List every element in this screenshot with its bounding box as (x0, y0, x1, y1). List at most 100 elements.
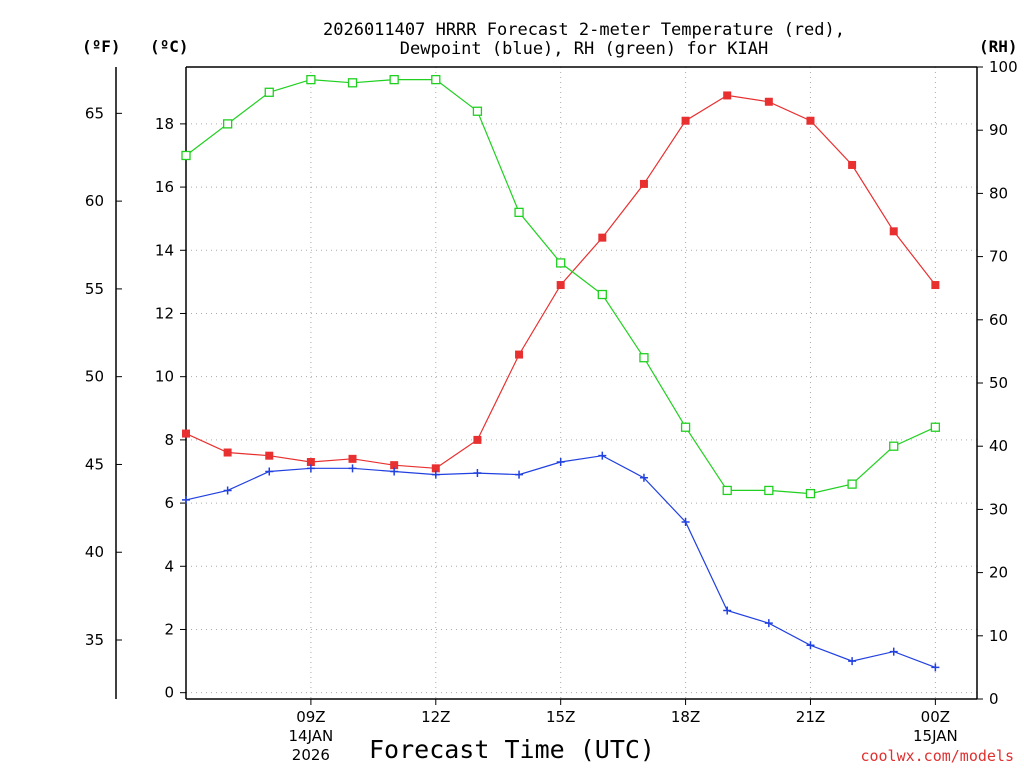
rh-point (597, 289, 607, 300)
rh-point (222, 119, 233, 129)
rh-point (514, 207, 524, 218)
celsius-tick-label: 16 (155, 178, 174, 196)
dewpoint-point (223, 486, 232, 495)
x-tick-date-label: 14JAN (289, 727, 334, 745)
dewpoint-point (681, 518, 690, 527)
axes: 0 2 4 6 8 10 12 14 16 18 35 40 45 50 55 60 65 0 10 20 30 40 50… (85, 58, 1018, 764)
chart-title-line2: Dewpoint (blue), RH (green) for KIAH (400, 39, 768, 59)
rh-tick-label: 30 (989, 500, 1008, 518)
x-axis-label: Forecast Time (UTC) (369, 735, 655, 764)
rh-point (472, 106, 483, 116)
fahrenheit-tick-label: 55 (85, 280, 104, 298)
rh-point (389, 74, 399, 85)
rh-tick-label: 70 (989, 248, 1008, 266)
grid-lines (186, 67, 977, 699)
fahrenheit-tick-label: 50 (85, 368, 104, 386)
temperature-point (306, 458, 315, 466)
x-tick-date-label: 15JAN (913, 727, 958, 745)
series-layer (181, 74, 941, 672)
dewpoint-point (889, 647, 898, 656)
temperature-point (348, 454, 357, 463)
temperature-point (764, 97, 773, 106)
celsius-tick-label: 10 (155, 368, 174, 386)
rh-point (181, 150, 191, 161)
dewpoint-point (764, 619, 773, 628)
celsius-tick-label: 14 (155, 241, 174, 259)
fahrenheit-tick-label: 45 (85, 455, 104, 473)
celsius-tick-label: 0 (164, 684, 174, 702)
dewpoint-point (515, 470, 524, 479)
rh-tick-label: 80 (989, 184, 1008, 202)
temperature-point (515, 350, 524, 359)
rh-point (680, 422, 691, 432)
temperature-point (639, 179, 648, 188)
rh-tick-label: 40 (989, 437, 1008, 455)
rh-tick-label: 20 (989, 564, 1008, 582)
fahrenheit-unit-label: (ºF) (82, 37, 121, 56)
temperature-point (848, 160, 857, 169)
rh-point (930, 422, 941, 432)
dewpoint-point (556, 458, 565, 466)
temperature-point (390, 461, 399, 470)
x-tick-label: 18Z (671, 708, 700, 726)
rh-tick-label: 0 (989, 690, 999, 708)
fahrenheit-tick-label: 60 (85, 192, 104, 210)
dewpoint-point (473, 469, 482, 478)
dewpoint-point (265, 467, 274, 476)
x-tick-label: 12Z (421, 708, 450, 726)
fahrenheit-tick-label: 65 (85, 104, 104, 122)
rh-tick-label: 60 (989, 311, 1008, 329)
temperature-point (806, 116, 815, 125)
dewpoint-point (306, 464, 315, 473)
dewpoint-point (182, 495, 190, 504)
rh-tick-label: 100 (989, 58, 1018, 76)
dewpoint-point (431, 470, 440, 479)
x-tick-label: 21Z (796, 708, 825, 726)
credit-text: coolwx.com/models (860, 747, 1014, 765)
x-tick-year-label: 2026 (292, 746, 330, 764)
dewpoint-point (639, 473, 648, 482)
celsius-unit-label: (ºC) (150, 37, 189, 56)
dewpoint-point (390, 467, 399, 476)
dewpoint-point (598, 451, 607, 460)
fahrenheit-tick-label: 40 (85, 543, 104, 561)
temperature-point (889, 227, 898, 236)
celsius-tick-label: 18 (155, 115, 174, 133)
dewpoint-point (806, 641, 815, 650)
rh-tick-label: 10 (989, 627, 1008, 645)
rh-tick-label: 50 (989, 374, 1008, 392)
x-tick-label: 09Z (296, 708, 325, 726)
rh-point (764, 485, 774, 496)
temperature-point (931, 281, 940, 290)
celsius-tick-label: 4 (164, 557, 174, 575)
temperature-point (182, 429, 190, 438)
temperature-point (723, 91, 732, 100)
temperature-point (598, 233, 607, 242)
rh-point (556, 258, 566, 268)
rh-point (805, 488, 816, 499)
rh-unit-label: (RH) (979, 37, 1018, 56)
celsius-tick-label: 12 (155, 304, 174, 322)
temperature-point (265, 451, 274, 460)
temperature-point (431, 464, 440, 473)
chart-title-line1: 2026011407 HRRR Forecast 2-meter Tempera… (323, 20, 845, 40)
rh-point (264, 87, 274, 97)
x-tick-label: 00Z (921, 708, 950, 726)
temperature-point (223, 448, 232, 457)
dewpoint-point (931, 663, 940, 672)
rh-point (347, 78, 358, 88)
celsius-tick-label: 2 (164, 620, 174, 638)
rh-point (639, 353, 649, 363)
rh-point (847, 479, 857, 489)
celsius-tick-label: 6 (164, 494, 174, 512)
temperature-point (473, 435, 482, 444)
fahrenheit-tick-label: 35 (85, 631, 104, 649)
rh-point (889, 441, 899, 451)
dewpoint-point (723, 606, 732, 615)
rh-tick-label: 90 (989, 121, 1008, 139)
rh-point (431, 74, 441, 85)
rh-point (306, 74, 316, 85)
x-tick-label: 15Z (546, 708, 575, 726)
dewpoint-point (848, 657, 857, 666)
